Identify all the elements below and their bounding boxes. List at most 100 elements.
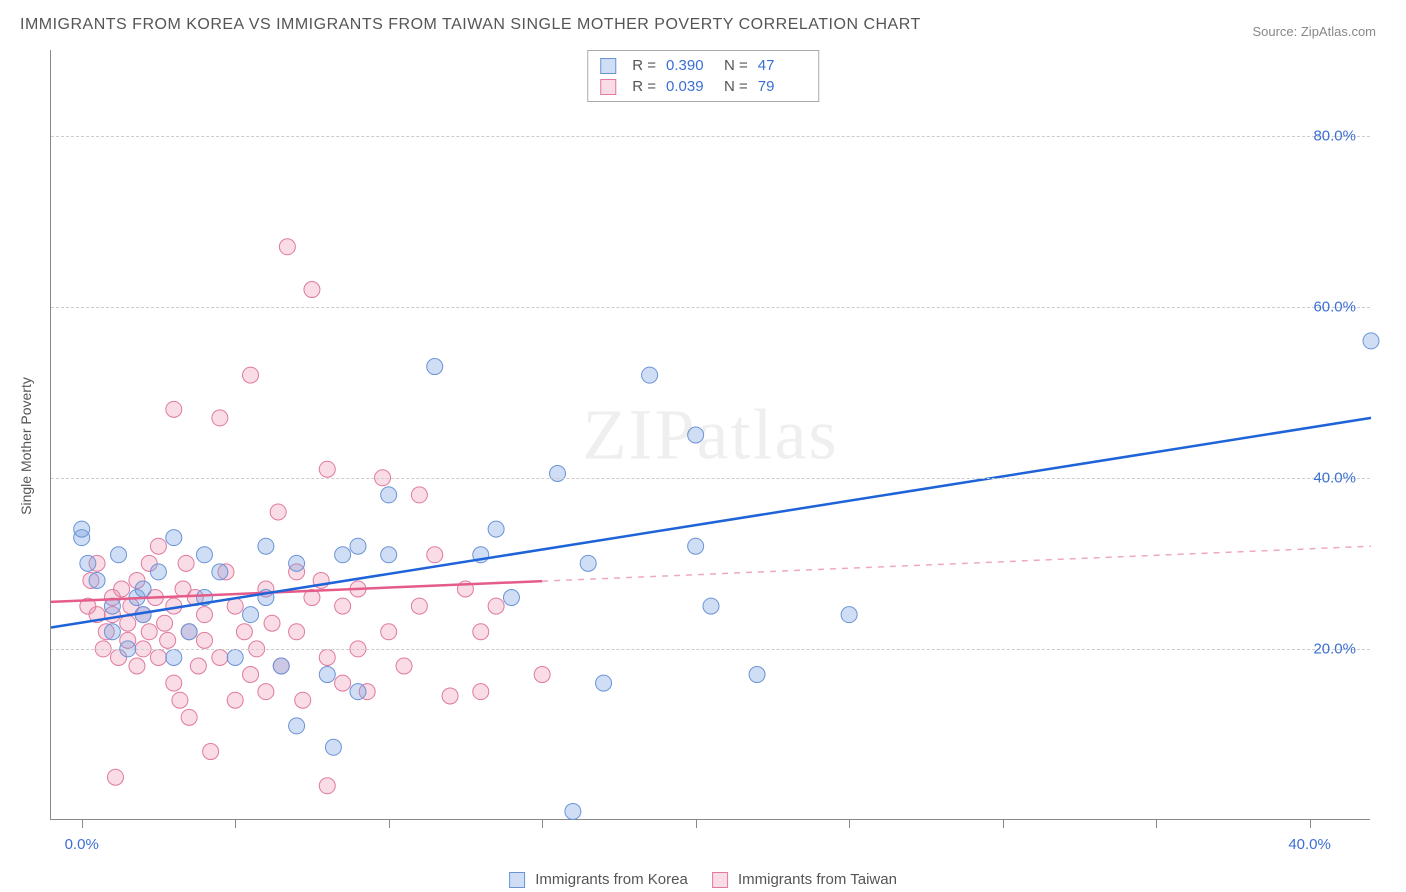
data-point <box>534 667 550 683</box>
data-point <box>181 624 197 640</box>
series-legend: Immigrants from Korea Immigrants from Ta… <box>509 871 897 888</box>
data-point <box>289 718 305 734</box>
data-point <box>325 739 341 755</box>
data-point <box>335 547 351 563</box>
swatch-korea <box>600 58 616 74</box>
gridline <box>51 478 1370 479</box>
data-point <box>150 649 166 665</box>
data-point <box>273 658 289 674</box>
swatch-taiwan <box>712 872 728 888</box>
y-tick-label: 60.0% <box>1313 298 1356 315</box>
data-point <box>488 521 504 537</box>
data-point <box>442 688 458 704</box>
data-point <box>279 239 295 255</box>
data-point <box>203 744 219 760</box>
data-point <box>488 598 504 614</box>
data-point <box>104 624 120 640</box>
swatch-taiwan <box>600 79 616 95</box>
data-point <box>190 658 206 674</box>
data-point <box>74 521 90 537</box>
chart-plot-area: ZIPatlas 20.0%40.0%60.0%80.0%0.0%40.0% <box>50 50 1370 820</box>
data-point <box>166 675 182 691</box>
r-label: R = <box>632 57 656 74</box>
data-point <box>135 581 151 597</box>
data-point <box>172 692 188 708</box>
data-point <box>304 282 320 298</box>
data-point <box>150 564 166 580</box>
data-point <box>411 487 427 503</box>
data-point <box>319 461 335 477</box>
data-point <box>550 466 566 482</box>
data-point <box>212 410 228 426</box>
data-point <box>703 598 719 614</box>
data-point <box>227 649 243 665</box>
data-point <box>841 607 857 623</box>
x-tick <box>82 820 83 828</box>
chart-svg <box>51 50 1370 819</box>
data-point <box>396 658 412 674</box>
data-point <box>319 667 335 683</box>
legend-item-korea: Immigrants from Korea <box>509 871 688 888</box>
x-tick <box>235 820 236 828</box>
data-point <box>157 615 173 631</box>
n-label: N = <box>724 78 748 95</box>
chart-title: IMMIGRANTS FROM KOREA VS IMMIGRANTS FROM… <box>20 16 921 34</box>
data-point <box>129 658 145 674</box>
data-point <box>350 684 366 700</box>
x-tick <box>1003 820 1004 828</box>
correlation-row-taiwan: R = 0.039 N = 79 <box>600 76 806 97</box>
n-value-taiwan: 79 <box>758 78 806 95</box>
data-point <box>227 598 243 614</box>
data-point <box>319 778 335 794</box>
data-point <box>243 607 259 623</box>
legend-label-korea: Immigrants from Korea <box>535 871 688 888</box>
data-point <box>642 367 658 383</box>
x-tick <box>542 820 543 828</box>
trend-line <box>51 418 1371 628</box>
data-point <box>473 624 489 640</box>
r-value-taiwan: 0.039 <box>666 78 714 95</box>
gridline <box>51 649 1370 650</box>
data-point <box>381 624 397 640</box>
data-point <box>89 572 105 588</box>
x-tick-label: 0.0% <box>65 836 99 853</box>
data-point <box>150 538 166 554</box>
data-point <box>688 538 704 554</box>
r-value-korea: 0.390 <box>666 57 714 74</box>
data-point <box>580 555 596 571</box>
data-point <box>258 684 274 700</box>
data-point <box>503 590 519 606</box>
data-point <box>335 675 351 691</box>
data-point <box>166 649 182 665</box>
data-point <box>270 504 286 520</box>
gridline <box>51 307 1370 308</box>
data-point <box>411 598 427 614</box>
data-point <box>236 624 252 640</box>
data-point <box>258 538 274 554</box>
data-point <box>289 555 305 571</box>
data-point <box>80 555 96 571</box>
y-tick-label: 80.0% <box>1313 127 1356 144</box>
data-point <box>107 769 123 785</box>
y-axis-label: Single Mother Poverty <box>18 377 34 515</box>
x-tick <box>1310 820 1311 828</box>
y-tick-label: 20.0% <box>1313 640 1356 657</box>
data-point <box>264 615 280 631</box>
correlation-legend-box: R = 0.390 N = 47 R = 0.039 N = 79 <box>587 50 819 102</box>
data-point <box>196 607 212 623</box>
data-point <box>335 598 351 614</box>
x-tick <box>389 820 390 828</box>
x-tick <box>1156 820 1157 828</box>
data-point <box>289 624 305 640</box>
legend-item-taiwan: Immigrants from Taiwan <box>712 871 897 888</box>
n-value-korea: 47 <box>758 57 806 74</box>
data-point <box>243 667 259 683</box>
data-point <box>688 427 704 443</box>
data-point <box>473 684 489 700</box>
data-point <box>243 367 259 383</box>
data-point <box>749 667 765 683</box>
data-point <box>381 547 397 563</box>
n-label: N = <box>724 57 748 74</box>
gridline <box>51 136 1370 137</box>
data-point <box>160 632 176 648</box>
